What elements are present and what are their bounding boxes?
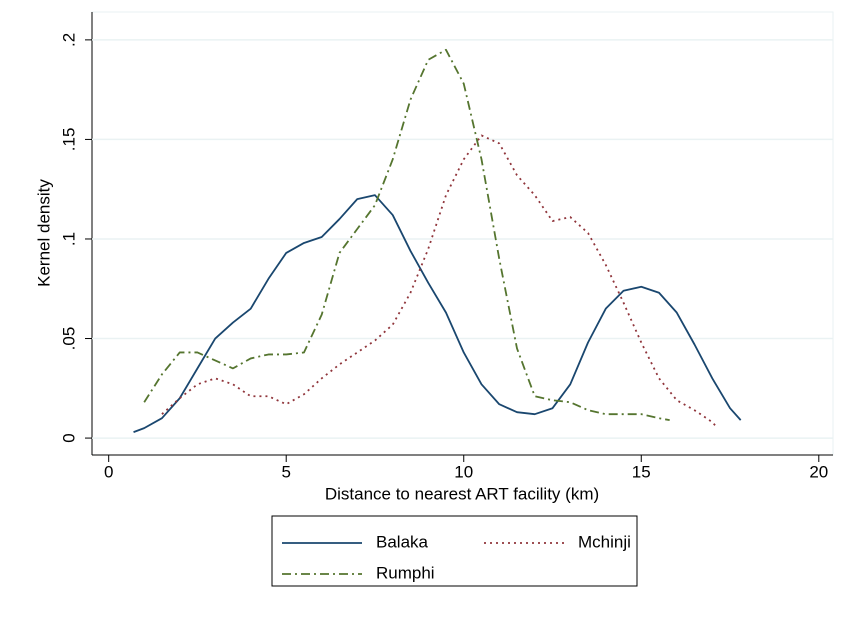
density-line [133, 194, 742, 433]
y-tick-label: .05 [59, 327, 78, 351]
y-tick-label: .15 [59, 128, 78, 152]
y-tick-label: .1 [59, 232, 78, 246]
legend-label: Mchinji [578, 532, 631, 551]
y-tick-label: 0 [59, 433, 78, 442]
density-line [143, 48, 670, 422]
legend-label: Rumphi [376, 563, 435, 582]
x-tick-label: 10 [454, 462, 473, 481]
y-axis-title: Kernel density [34, 179, 53, 287]
legend-box [271, 515, 638, 587]
x-tick-label: 0 [104, 462, 113, 481]
x-tick-label: 20 [809, 462, 828, 481]
x-axis-title: Distance to nearest ART facility (km) [325, 484, 599, 503]
y-tick-label: .2 [59, 33, 78, 47]
x-tick-label: 15 [632, 462, 651, 481]
x-tick-label: 5 [281, 462, 290, 481]
legend-label: Balaka [376, 532, 429, 551]
plot-area [91, 11, 834, 456]
